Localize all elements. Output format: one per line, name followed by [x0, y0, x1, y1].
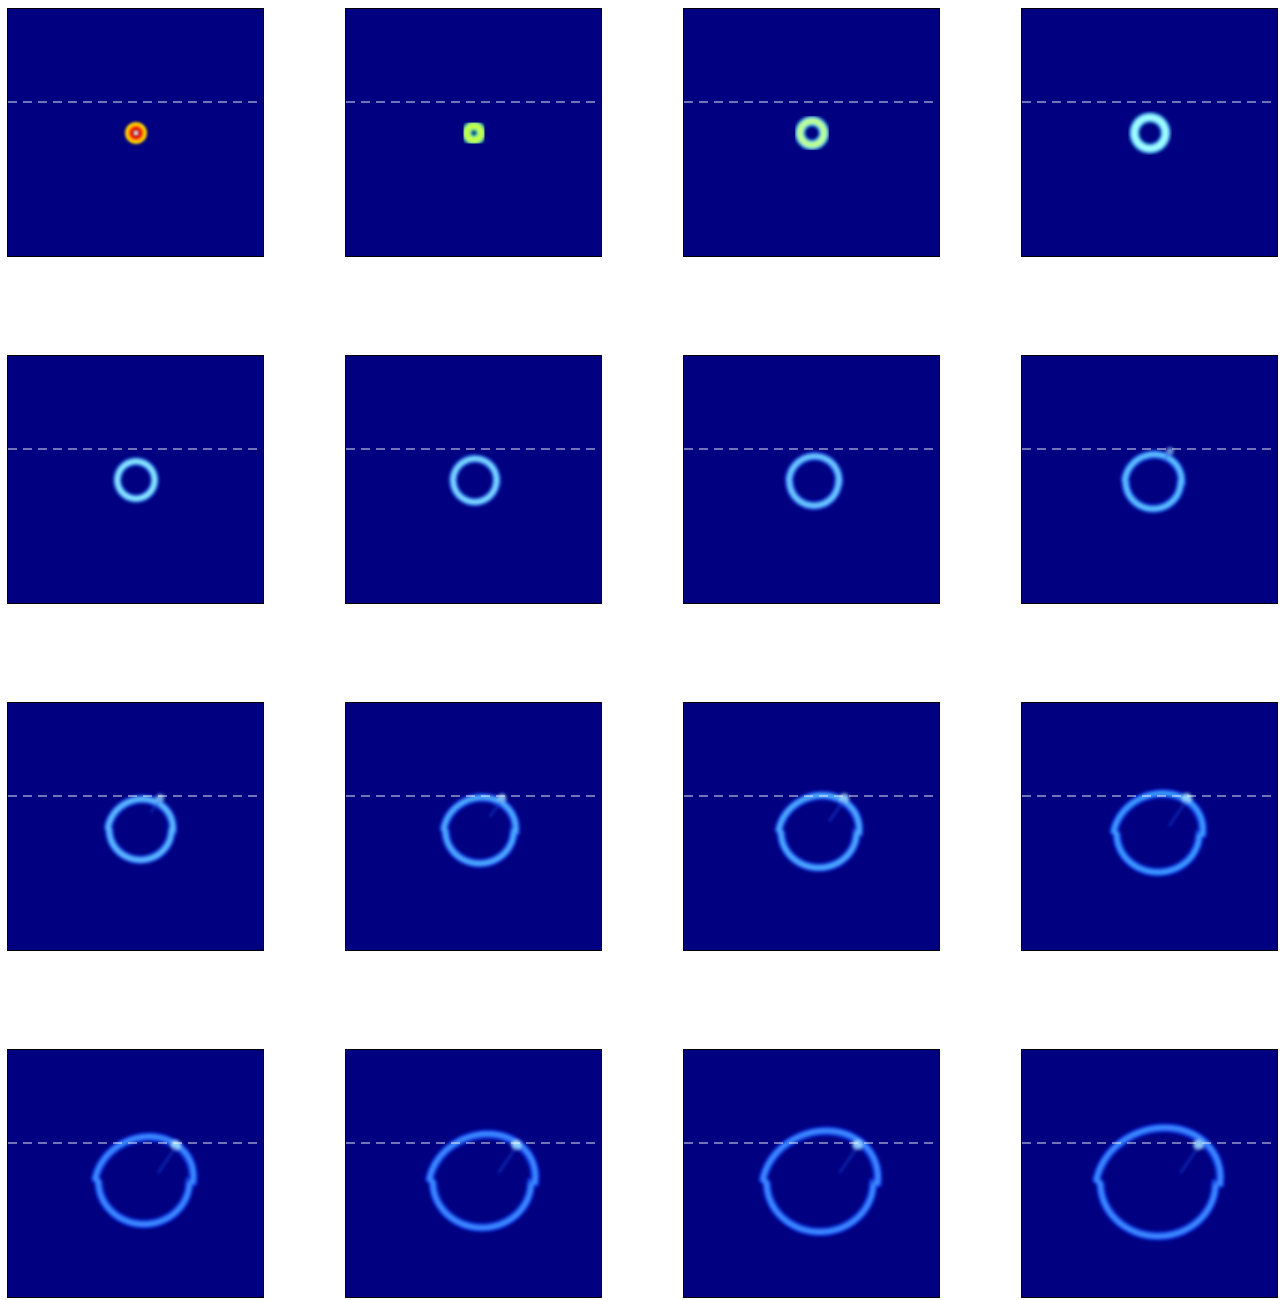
- wavefront-ring: [113, 457, 159, 503]
- field-image: [684, 1050, 939, 1297]
- field-image: [8, 1050, 263, 1297]
- field-image: [1022, 703, 1277, 950]
- field-panel: [1021, 702, 1278, 951]
- wavefront-ring: [1120, 447, 1186, 513]
- wavefront-ring: [1129, 112, 1171, 154]
- field-panel: [345, 1049, 602, 1298]
- field-panel: [1021, 355, 1278, 604]
- field-image: [684, 356, 939, 603]
- field-image: [684, 703, 939, 950]
- field-panel: [345, 8, 602, 257]
- panel-background: [1022, 356, 1277, 603]
- field-image: [1022, 356, 1277, 603]
- field-image: [346, 703, 601, 950]
- field-image: [8, 9, 263, 256]
- field-panel: [7, 702, 264, 951]
- field-panel: [1021, 8, 1278, 257]
- panel-background: [1022, 703, 1277, 950]
- panel-background: [346, 356, 601, 603]
- panel-background: [1022, 9, 1277, 256]
- field-panel: [345, 355, 602, 604]
- field-image: [8, 356, 263, 603]
- field-panel: [345, 702, 602, 951]
- field-panel: [1021, 1049, 1278, 1298]
- panel-background: [346, 703, 601, 950]
- panel-background: [684, 9, 939, 256]
- wavefront-ring: [103, 793, 178, 864]
- panel-background: [8, 356, 263, 603]
- field-image: [8, 703, 263, 950]
- field-panel: [683, 8, 940, 257]
- wavefront-ring: [125, 122, 147, 144]
- wavefront-ring: [1109, 789, 1207, 877]
- field-image: [1022, 1050, 1277, 1297]
- wavefront-ring: [461, 120, 487, 146]
- panel-background: [1022, 1050, 1277, 1297]
- panel-background: [684, 356, 939, 603]
- panel-background: [8, 703, 263, 950]
- wavefront-ring: [774, 791, 864, 872]
- panel-background: [684, 1050, 939, 1297]
- field-panel: [683, 355, 940, 604]
- panel-background: [684, 703, 939, 950]
- panel-background: [346, 1050, 601, 1297]
- panel-background: [8, 1050, 263, 1297]
- field-panel: [683, 702, 940, 951]
- field-image: [346, 356, 601, 603]
- wavefront-ring: [449, 454, 501, 506]
- field-image: [346, 9, 601, 256]
- field-panel: [683, 1049, 940, 1298]
- field-image: [684, 9, 939, 256]
- field-image: [346, 1050, 601, 1297]
- panel-background: [346, 9, 601, 256]
- field-panel: [7, 355, 264, 604]
- field-panel: [7, 1049, 264, 1298]
- wavefront-ring: [794, 116, 830, 150]
- wavefront-ring: [784, 452, 844, 510]
- field-panel: [7, 8, 264, 257]
- field-image: [1022, 9, 1277, 256]
